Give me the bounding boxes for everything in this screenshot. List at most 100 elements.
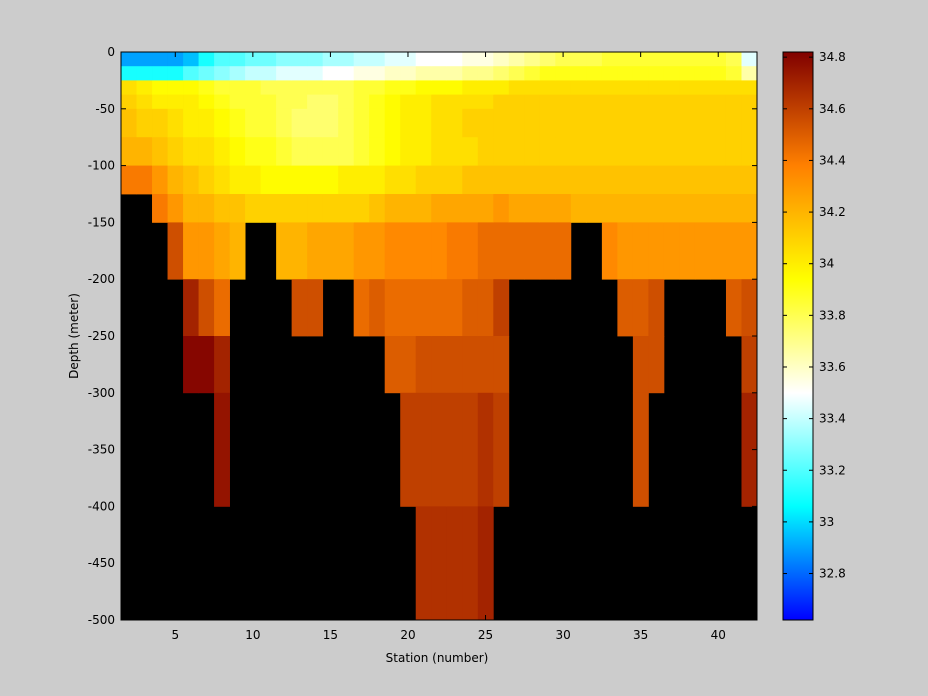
heatmap-cell	[245, 52, 262, 67]
y-tick-label: -350	[88, 443, 115, 457]
heatmap-cell	[493, 94, 510, 110]
heatmap-cell	[136, 80, 153, 95]
heatmap-cell	[539, 165, 556, 195]
colorbar-ticks: 32.8 33 33.2 33.4 33.6 33.8 34 34.2 34.4 34.6 34.8	[783, 50, 846, 581]
heatmap-cell	[725, 194, 742, 223]
heatmap-cell	[570, 80, 587, 95]
heatmap-cell	[307, 137, 324, 166]
heatmap-cell	[617, 279, 634, 337]
heatmap-cell	[353, 165, 370, 195]
heatmap-cell	[214, 80, 230, 95]
heatmap-cell	[167, 194, 184, 223]
x-tick-label: 40	[711, 628, 726, 642]
heatmap-cell	[570, 66, 587, 81]
heatmap-cell	[446, 108, 463, 138]
heatmap-cell	[710, 108, 727, 138]
heatmap-cell	[477, 80, 494, 95]
heatmap-cell	[198, 279, 215, 337]
heatmap-cell	[586, 66, 603, 81]
heatmap-cell	[632, 80, 649, 95]
y-tick-label: 0	[107, 45, 115, 59]
heatmap-cell	[524, 165, 541, 195]
y-tick-label: -200	[88, 272, 115, 286]
heatmap-cell	[694, 52, 711, 67]
heatmap-cell	[400, 66, 417, 81]
heatmap-cell	[725, 279, 742, 337]
heatmap-cell	[183, 52, 199, 67]
heatmap-cell	[446, 165, 463, 195]
heatmap-cell	[617, 94, 634, 110]
heatmap-cell	[384, 108, 401, 138]
heatmap-cell	[167, 52, 184, 67]
heatmap-cell	[291, 80, 308, 95]
heatmap-cell	[431, 392, 448, 507]
heatmap-cell	[710, 52, 727, 67]
heatmap-cell	[524, 80, 541, 95]
heatmap-cell	[369, 52, 386, 67]
heatmap-cell	[508, 94, 525, 110]
heatmap-cell	[725, 108, 742, 138]
heatmap-cell	[570, 108, 587, 138]
heatmap-cell	[648, 194, 665, 223]
heatmap-cell	[229, 222, 246, 280]
heatmap-cell	[136, 94, 153, 110]
heatmap-cell	[508, 80, 525, 95]
heatmap-cell	[524, 194, 541, 223]
heatmap-cell	[415, 194, 432, 223]
heatmap-cell	[586, 52, 603, 67]
heatmap-cell	[508, 222, 525, 280]
heatmap-cell	[632, 165, 649, 195]
heatmap-cell	[663, 108, 680, 138]
heatmap-cell	[291, 194, 308, 223]
heatmap-cell	[648, 52, 665, 67]
colorbar-tick-label: 33.6	[819, 360, 846, 374]
heatmap-cell	[741, 94, 758, 110]
heatmap-cell	[741, 137, 758, 166]
heatmap-cell	[167, 108, 184, 138]
heatmap-cell	[415, 108, 432, 138]
heatmap-cell	[586, 108, 603, 138]
heatmap-cell	[493, 108, 510, 138]
heatmap-cell	[694, 108, 711, 138]
heatmap-cell	[679, 52, 696, 67]
heatmap-cell	[152, 66, 168, 81]
heatmap-cell	[183, 137, 199, 166]
colorbar-tick-label: 33.4	[819, 412, 846, 426]
heatmap-cell	[508, 165, 525, 195]
heatmap-cell	[679, 108, 696, 138]
colorbar-tick-label: 34.4	[819, 153, 846, 167]
heatmap-cell	[539, 94, 556, 110]
heatmap-cell	[152, 80, 168, 95]
heatmap-cell	[632, 52, 649, 67]
heatmap-cell	[570, 165, 587, 195]
heatmap-cell	[648, 165, 665, 195]
heatmap-cell	[431, 94, 448, 110]
y-tick-label: -300	[88, 386, 115, 400]
y-tick-label: -450	[88, 556, 115, 570]
heatmap-cell	[710, 94, 727, 110]
x-tick-label: 30	[555, 628, 570, 642]
heatmap-cell	[524, 108, 541, 138]
heatmap-cell	[167, 222, 184, 280]
heatmap-cell	[245, 165, 262, 195]
colorbar-tick-label: 33.8	[819, 308, 846, 322]
heatmap-cell	[245, 137, 262, 166]
heatmap-cell	[477, 137, 494, 166]
heatmap-cell	[384, 194, 401, 223]
y-tick-label: -500	[88, 613, 115, 627]
heatmap-cell	[679, 222, 696, 280]
heatmap-cell	[384, 66, 401, 81]
heatmap-cell	[632, 222, 649, 280]
heatmap-cell	[338, 194, 355, 223]
heatmap-cell	[493, 80, 510, 95]
heatmap-cell	[539, 52, 556, 67]
heatmap-cell	[291, 279, 308, 337]
heatmap-cell	[400, 165, 417, 195]
heatmap-cell	[632, 194, 649, 223]
heatmap-cell	[679, 94, 696, 110]
heatmap-cell	[121, 80, 137, 95]
heatmap-cell	[384, 137, 401, 166]
heatmap-cell	[291, 137, 308, 166]
heatmap-cell	[741, 279, 758, 337]
heatmap-cell	[493, 279, 510, 337]
